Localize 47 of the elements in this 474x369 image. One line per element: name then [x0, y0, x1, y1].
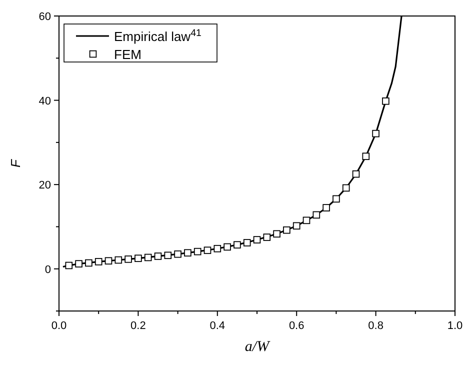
point	[174, 250, 182, 258]
point	[124, 256, 132, 263]
point	[184, 249, 192, 256]
point	[322, 204, 330, 212]
point	[114, 256, 122, 264]
point	[214, 244, 222, 252]
point	[243, 239, 251, 246]
point	[154, 252, 162, 260]
point	[263, 234, 271, 241]
x-tick-label: 0.8	[368, 320, 384, 332]
point	[292, 222, 300, 230]
point	[332, 195, 340, 203]
y-axis-title: F	[8, 158, 23, 168]
x-axis-title: a/W	[244, 339, 271, 355]
point	[94, 258, 102, 266]
point	[382, 97, 390, 105]
x-tick-label: 0.4	[210, 320, 226, 332]
point	[144, 254, 152, 262]
point	[104, 257, 112, 264]
point	[85, 259, 92, 267]
x-tick-label: 1.0	[447, 320, 463, 332]
legend-label: FEM	[114, 47, 142, 62]
point	[283, 226, 290, 234]
point	[362, 152, 370, 160]
y-tick-label: 60	[38, 11, 51, 23]
point	[65, 262, 73, 270]
legend-label: Empirical law$^{41}$	[114, 28, 202, 44]
point	[342, 184, 350, 192]
point	[234, 241, 241, 248]
point	[224, 243, 231, 251]
point	[352, 170, 360, 178]
y-tick-label: 40	[38, 95, 51, 108]
x-tick-label: 0.0	[51, 320, 67, 332]
point	[372, 130, 380, 138]
point	[302, 216, 310, 224]
point	[273, 230, 280, 238]
x-tick-label: 0.2	[130, 320, 146, 332]
point	[253, 236, 261, 244]
x-tick-label: 0.6	[288, 320, 304, 332]
point	[312, 211, 320, 219]
point	[75, 260, 82, 268]
y-tick-label: 20	[38, 180, 51, 192]
y-tick-label: 0	[44, 264, 51, 276]
point	[164, 252, 172, 260]
point	[134, 254, 142, 262]
point	[204, 246, 212, 254]
point	[194, 248, 202, 256]
